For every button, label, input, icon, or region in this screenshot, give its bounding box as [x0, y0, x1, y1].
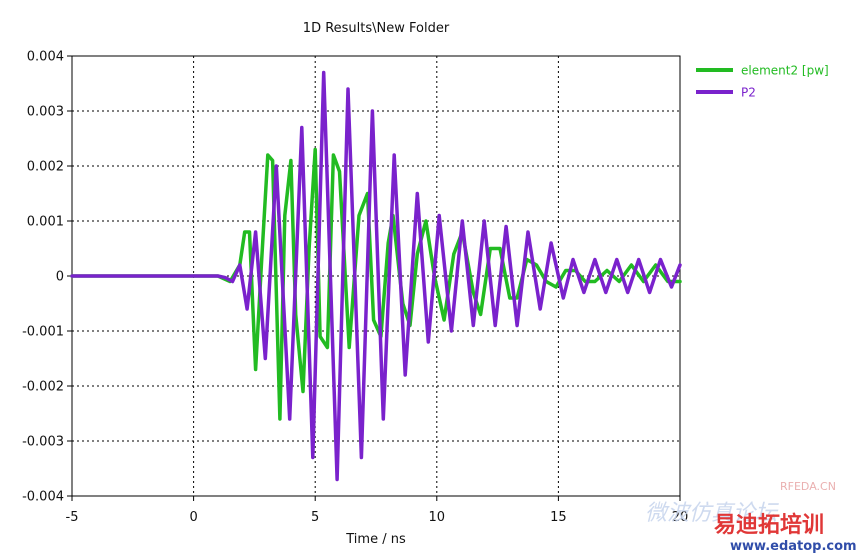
watermark: 微波仿真论坛 RFEDA.CN 易迪拓培训 www.edatop.com	[645, 480, 857, 554]
series-layer	[70, 70, 682, 482]
y-tick-label: -0.002	[22, 380, 64, 395]
x-tick-label: 20	[672, 510, 689, 525]
x-tick-label: 0	[189, 510, 197, 525]
watermark-site-text: 微波仿真论坛	[645, 501, 779, 526]
y-tick-label: 0.001	[27, 215, 64, 230]
y-tick-label: 0.002	[27, 160, 64, 175]
x-tick-label: 10	[429, 510, 446, 525]
y-axis-ticks: 0.004 0.003 0.002 0.001 0 -0.001 -0.002 -0.003 -…	[22, 50, 72, 505]
legend-label: element2 [pw]	[741, 64, 829, 78]
y-tick-label: 0.004	[27, 50, 64, 65]
y-tick-label: 0	[56, 270, 64, 285]
chart-title: 1D Results\New Folder	[303, 21, 450, 36]
x-tick-label: 5	[311, 510, 319, 525]
legend-label: P2	[741, 86, 756, 100]
watermark-rfeda-text: RFEDA.CN	[780, 480, 836, 493]
watermark-brand-text: 易迪拓培训	[714, 512, 824, 538]
series-line-1	[70, 70, 682, 482]
x-axis-ticks: -5 0 5 10 15 20	[66, 496, 689, 525]
x-tick-label: -5	[66, 510, 79, 525]
x-axis-label: Time / ns	[345, 532, 406, 547]
y-tick-label: -0.003	[22, 435, 64, 450]
y-tick-label: -0.004	[22, 490, 64, 505]
y-tick-label: -0.001	[22, 325, 64, 340]
legend: element2 [pw] P2	[696, 64, 829, 100]
x-tick-label: 15	[550, 510, 567, 525]
y-tick-label: 0.003	[27, 105, 64, 120]
watermark-url-text: www.edatop.com	[730, 539, 857, 554]
